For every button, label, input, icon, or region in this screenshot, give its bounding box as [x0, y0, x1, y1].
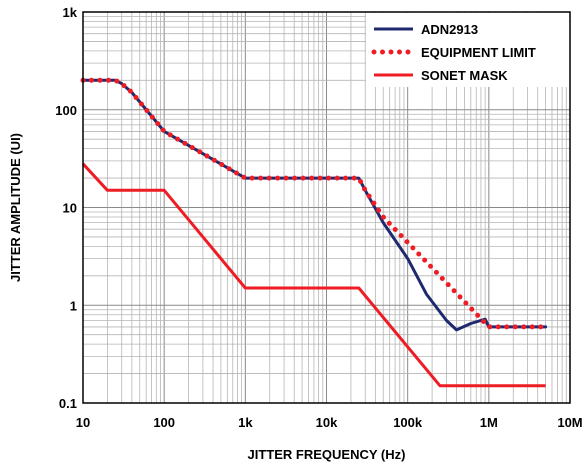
x-tick-label: 10	[76, 415, 90, 430]
x-tick-label: 1k	[238, 415, 253, 430]
legend-label: ADN2913	[421, 22, 478, 37]
legend-label: SONET MASK	[421, 68, 508, 83]
y-tick-label: 1k	[63, 5, 78, 20]
x-tick-label: 100	[153, 415, 175, 430]
series-line-sonet-mask	[81, 162, 546, 388]
x-tick-label: 100k	[393, 415, 423, 430]
grid	[83, 12, 570, 403]
x-tick-label: 1M	[480, 415, 498, 430]
series-line-equipment-limit	[80, 77, 549, 330]
y-axis-label: JITTER AMPLITUDE (UI)	[8, 133, 23, 282]
legend: ADN2913 EQUIPMENT LIMIT SONET MASK	[366, 13, 569, 87]
x-tick-label: 10k	[316, 415, 338, 430]
series-lines	[80, 77, 549, 388]
plot-frame	[82, 11, 571, 404]
y-tick-label: 0.1	[59, 396, 77, 411]
legend-label: EQUIPMENT LIMIT	[421, 45, 536, 60]
y-tick-label: 1	[70, 298, 77, 313]
x-axis-label: JITTER FREQUENCY (Hz)	[248, 447, 406, 462]
x-tick-label: 10M	[557, 415, 582, 430]
y-tick-label: 100	[55, 103, 77, 118]
y-tick-label: 10	[63, 201, 77, 216]
tick-labels: 10 100 1k 10k 100k 1M 10M 0.1 1 10 100 1k	[55, 5, 582, 430]
